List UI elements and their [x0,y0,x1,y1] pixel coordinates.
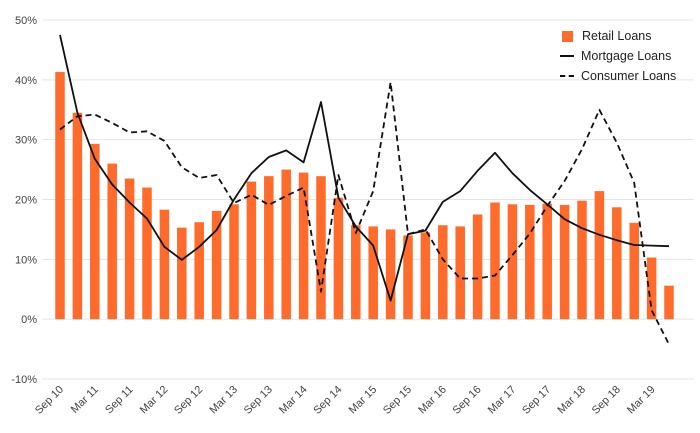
x-tick-label: Sep 15 [381,384,414,417]
retail-loans-bar [90,143,100,320]
x-tick-label: Mar 18 [555,384,588,417]
x-tick-label: Sep 10 [33,384,66,417]
retail-loans-bar [177,227,187,320]
retail-loans-bar [107,163,117,320]
line-series [59,34,670,345]
retail-loans-bar [124,178,135,320]
retail-loans-bar [351,225,361,320]
x-tick-label: Mar 15 [347,384,380,417]
x-tick-label: Sep 18 [590,384,623,417]
x-tick-label: Sep 16 [451,384,484,417]
retail-loans-bar [472,214,483,320]
retail-loans-bar [594,191,605,320]
retail-loans-bar [264,176,274,320]
x-tick-label: Sep 12 [172,384,205,417]
retail-loans-bar [298,172,309,320]
legend-item-retail: Retail Loans [560,26,676,46]
retail-loans-bar [612,207,622,320]
retail-loans-bar [420,232,431,320]
retail-loans-bars [55,72,674,320]
x-tick-label: Mar 16 [416,384,449,417]
x-tick-label: Mar 11 [69,384,101,416]
x-tick-label: Mar 19 [625,384,658,417]
retail-loans-bar [438,225,448,320]
legend: Retail Loans Mortgage Loans Consumer Loa… [560,26,676,86]
retail-loans-bar [211,210,222,320]
y-axis-ticks: 50% 40% 30% 20% 10% 0% -10% [11,15,37,386]
retail-loans-bar [507,204,518,320]
retail-loans-bar [490,202,500,320]
x-tick-label: Sep 14 [311,384,344,417]
x-axis-ticks: Sep 10 Mar 11 Sep 11 Mar 12 Sep 12 Mar 13 Sep … [33,384,658,417]
retail-loans-bar [55,72,65,320]
retail-loans-bar [246,181,257,320]
legend-item-consumer: Consumer Loans [560,66,676,86]
retail-loans-bar [577,200,587,320]
retail-loans-bar [403,235,413,320]
retail-loans-bar [385,229,396,320]
y-tick-label: 10% [15,254,37,266]
consumer-loans-line [59,81,670,345]
y-tick-label: 30% [15,135,37,147]
legend-label-mortgage: Mortgage Loans [581,49,672,63]
retail-loans-bar [333,197,344,320]
x-tick-label: Sep 17 [520,384,553,417]
y-tick-label: 40% [15,75,37,87]
retail-loans-bar [159,209,170,320]
x-tick-label: Sep 13 [242,384,275,417]
retail-loans-bar [455,226,465,320]
retail-loans-bar [229,204,239,320]
y-tick-label: 20% [15,195,37,207]
x-tick-label: Mar 17 [486,384,519,417]
retail-loans-bar [368,226,378,320]
x-tick-label: Mar 14 [277,384,310,417]
retail-loans-bar [72,112,83,320]
y-tick-label: 50% [15,15,37,27]
retail-loans-bar [646,257,657,320]
legend-label-retail: Retail Loans [582,29,652,43]
x-tick-label: Sep 11 [103,384,136,417]
retail-loans-bar [542,203,552,320]
retail-loans-bar [629,222,639,320]
retail-loans-bar [316,176,326,320]
retail-loans-bar [525,204,535,320]
legend-label-consumer: Consumer Loans [581,69,677,83]
mortgage-loans-line [59,34,670,302]
retail-swatch [562,30,573,42]
retail-loans-bar [194,222,204,320]
retail-loans-bar [559,204,570,320]
legend-item-mortgage: Mortgage Loans [560,46,676,66]
y-tick-label: -10% [11,374,37,386]
retail-loans-bar [664,285,674,320]
x-tick-label: Mar 13 [207,384,240,417]
retail-loans-bar [142,187,152,320]
y-tick-label: 0% [21,314,37,326]
mortgage-swatch [560,55,574,57]
consumer-swatch [560,75,574,77]
retail-loans-bar [281,169,291,320]
x-tick-label: Mar 12 [138,384,171,417]
